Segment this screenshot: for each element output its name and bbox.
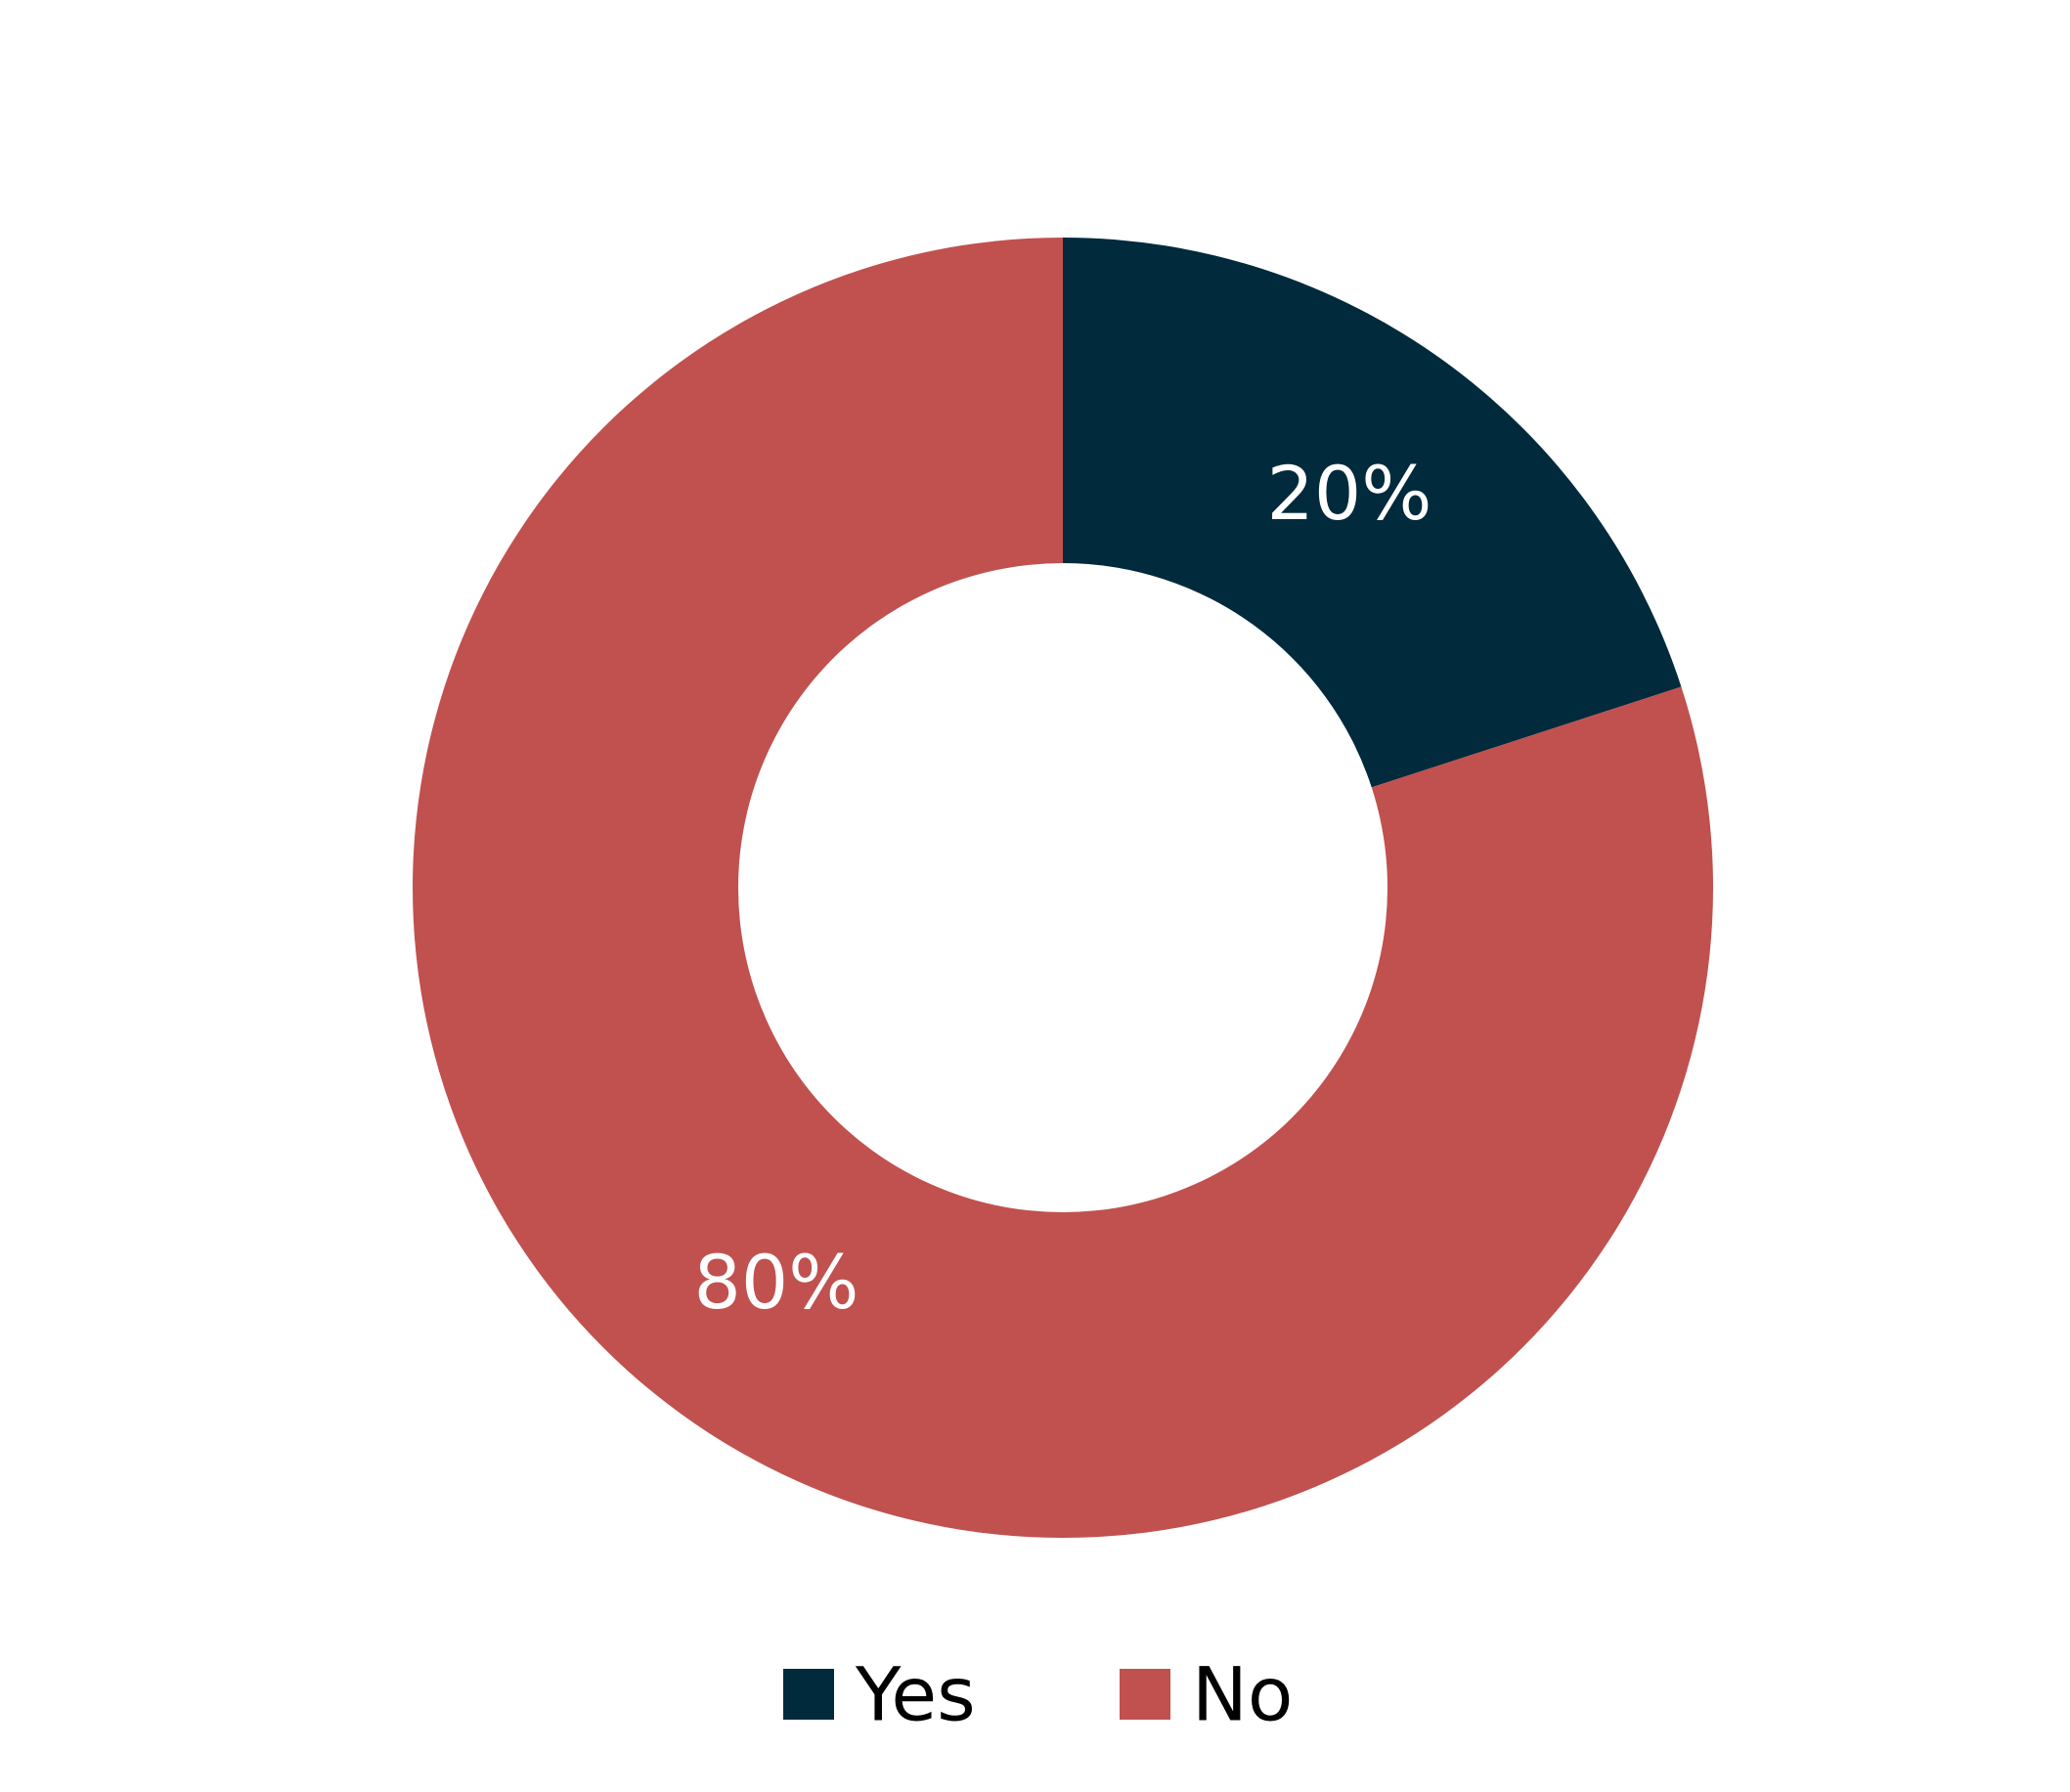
slice-yes: [1063, 238, 1682, 788]
legend: Yes No: [783, 1651, 1293, 1738]
legend-label-yes: Yes: [855, 1651, 976, 1738]
donut-slices: [413, 238, 1714, 1538]
slice-no: [413, 238, 1714, 1538]
legend-item-no: No: [1120, 1651, 1293, 1738]
legend-item-yes: Yes: [783, 1651, 976, 1738]
legend-swatch-yes: [783, 1669, 834, 1720]
slice-labels: 20% 80%: [694, 450, 1432, 1326]
legend-swatch-no: [1120, 1669, 1170, 1720]
slice-label-no: 80%: [694, 1239, 859, 1326]
slice-label-yes: 20%: [1267, 450, 1432, 537]
legend-label-no: No: [1192, 1651, 1293, 1738]
